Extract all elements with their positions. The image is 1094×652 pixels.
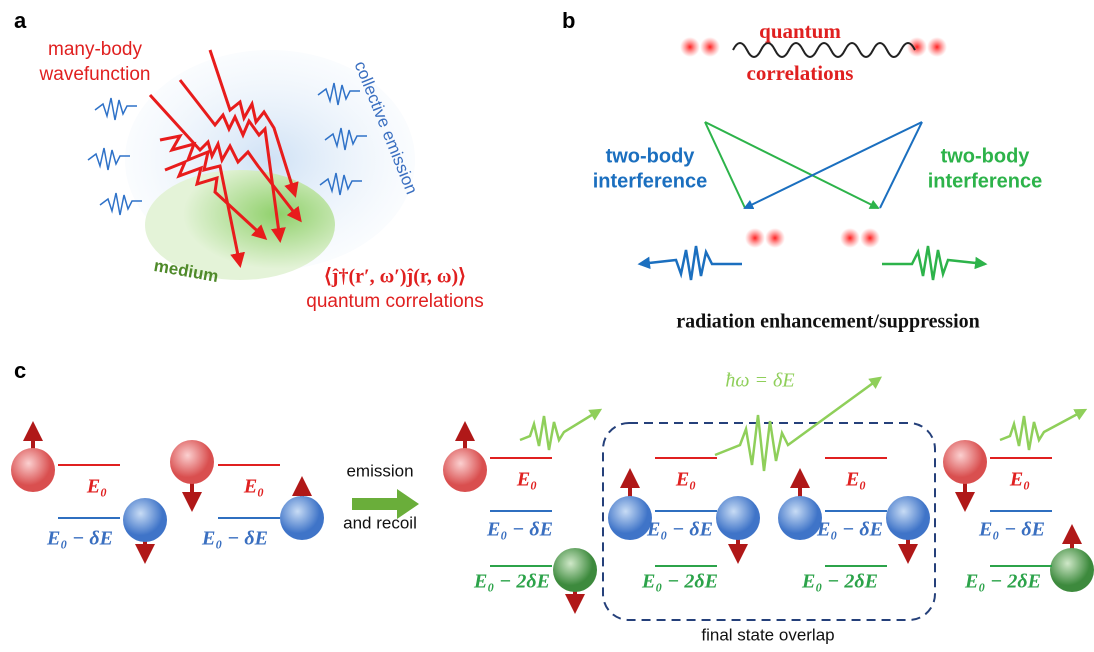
label: quantum bbox=[759, 19, 841, 43]
figure: a many-body wavefunction collective emis… bbox=[0, 0, 1094, 652]
level-label: E₀ − δE bbox=[486, 519, 553, 541]
level-label: E₀ − δE bbox=[646, 519, 713, 541]
label: correlations bbox=[747, 61, 854, 85]
formula: ⟨ĵ†(r′, ω′)ĵ(r, ω)⟩ bbox=[324, 266, 466, 288]
level-label: E₀ − δE bbox=[46, 528, 113, 550]
label: interference bbox=[593, 170, 708, 192]
label: interference bbox=[928, 170, 1043, 192]
level-label: E₀ − δE bbox=[816, 519, 883, 541]
level-label: E₀ − 2δE bbox=[641, 571, 718, 593]
arrow bbox=[745, 122, 922, 208]
label: two-body bbox=[606, 145, 696, 167]
label: two-body bbox=[941, 145, 1031, 167]
wave-packet bbox=[882, 246, 985, 280]
level-label: E₀ − 2δE bbox=[964, 571, 1041, 593]
label: wavefunction bbox=[39, 64, 151, 85]
photon-energy: ħω = δE bbox=[725, 370, 794, 392]
arrow bbox=[705, 122, 745, 208]
level-label: E₀ bbox=[243, 476, 264, 498]
level-label: E₀ − 2δE bbox=[801, 571, 878, 593]
level-label: E₀ − δE bbox=[201, 528, 268, 550]
level-label: E₀ bbox=[675, 469, 696, 491]
label: and recoil bbox=[343, 513, 417, 532]
label: many-body bbox=[48, 39, 142, 60]
panel-label: b bbox=[562, 8, 575, 33]
arrow bbox=[880, 122, 922, 208]
level-label: E₀ − 2δE bbox=[473, 571, 550, 593]
label: quantum correlations bbox=[306, 291, 483, 312]
label: final state overlap bbox=[701, 625, 834, 644]
level-label: E₀ bbox=[86, 476, 107, 498]
wave-packet bbox=[640, 246, 742, 280]
level-label: E₀ bbox=[1009, 469, 1030, 491]
caption: radiation enhancement/suppression bbox=[676, 311, 980, 333]
level-label: E₀ − δE bbox=[978, 519, 1045, 541]
level-label: E₀ bbox=[516, 469, 537, 491]
panel-label: a bbox=[14, 8, 27, 33]
level-label: E₀ bbox=[845, 469, 866, 491]
panel-label: c bbox=[14, 358, 26, 383]
arrow bbox=[705, 122, 878, 208]
atoms bbox=[11, 425, 1094, 610]
correlation-wave bbox=[733, 43, 915, 57]
label: emission bbox=[346, 461, 413, 480]
